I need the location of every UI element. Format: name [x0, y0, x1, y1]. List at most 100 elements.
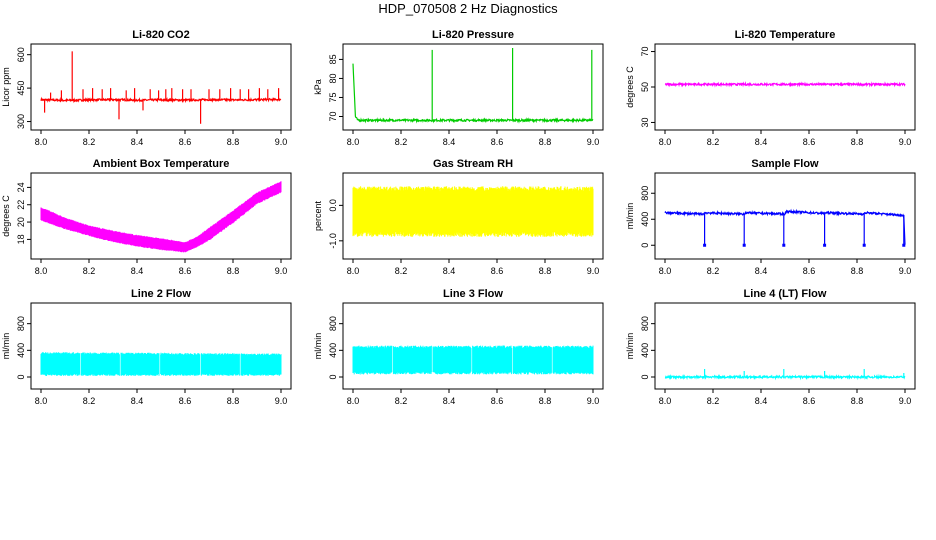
data-dip-end: [703, 243, 707, 247]
y-axis-label: ml/min: [1, 333, 11, 360]
x-tick-label: 8.2: [707, 266, 720, 276]
y-tick-label: 85: [328, 54, 338, 64]
y-tick-label: 80: [328, 73, 338, 83]
plot-frame: [342, 43, 604, 131]
plot-frame: [30, 302, 292, 390]
data-line: [352, 63, 594, 124]
y-tick-label: 70: [328, 111, 338, 121]
panel-title: Line 2 Flow: [131, 288, 191, 300]
panel-title: Gas Stream RH: [433, 158, 513, 170]
y-tick-label: 20: [16, 217, 26, 227]
x-tick-label: 8.4: [755, 266, 768, 276]
y-axis-label: degrees C: [1, 195, 11, 237]
x-tick-label: 8.8: [851, 137, 864, 147]
x-tick-label: 8.8: [227, 266, 240, 276]
plot-frame: [342, 172, 604, 260]
x-tick-label: 8.6: [179, 266, 192, 276]
data-line: [40, 96, 282, 104]
y-tick-label: 22: [16, 200, 26, 210]
x-tick-label: 8.8: [539, 396, 552, 406]
x-tick-label: 8.0: [35, 396, 48, 406]
data-dip-end: [742, 243, 746, 247]
data-line: [664, 208, 906, 245]
x-tick-label: 9.0: [587, 396, 600, 406]
x-tick-label: 8.8: [539, 266, 552, 276]
x-tick-label: 8.8: [227, 396, 240, 406]
x-tick-label: 8.2: [83, 266, 96, 276]
y-tick-label: 75: [328, 92, 338, 102]
x-tick-label: 8.8: [539, 137, 552, 147]
panel-1: Li-820 Pressure kPa 8.0 8.2 8.4 8.6 8.8 9.0 70 75…: [313, 29, 604, 147]
y-tick-label: 0: [640, 374, 650, 379]
x-tick-label: 8.6: [179, 137, 192, 147]
y-axis-label: ml/min: [625, 333, 635, 360]
y-tick-label: 300: [16, 114, 26, 129]
x-tick-label: 9.0: [275, 266, 288, 276]
data-dip-end: [823, 243, 827, 247]
y-tick-label: 800: [640, 316, 650, 331]
x-tick-label: 8.0: [659, 137, 672, 147]
x-tick-label: 8.2: [83, 396, 96, 406]
plot-frame: [30, 172, 292, 260]
x-tick-label: 8.6: [803, 137, 816, 147]
x-tick-label: 9.0: [587, 266, 600, 276]
x-tick-label: 9.0: [275, 137, 288, 147]
data-band: [352, 186, 594, 237]
x-tick-label: 8.2: [395, 137, 408, 147]
data-line: [664, 81, 906, 88]
y-tick-label: 400: [640, 343, 650, 358]
x-tick-label: 9.0: [899, 266, 912, 276]
y-axis-label: ml/min: [625, 203, 635, 230]
x-tick-label: 8.4: [443, 266, 456, 276]
panel-8: Line 4 (LT) Flow ml/min 8.0 8.2 8.4 8.6 8.8 9.0…: [625, 288, 916, 406]
y-axis-label: Licor ppm: [1, 67, 11, 107]
plot-frame: [30, 43, 292, 131]
x-tick-label: 8.2: [83, 137, 96, 147]
y-tick-label: 600: [16, 47, 26, 62]
y-axis-label: ml/min: [313, 333, 323, 360]
data-band: [352, 345, 594, 375]
x-tick-label: 8.0: [35, 266, 48, 276]
panel-0: Li-820 CO2 Licor ppm 8.0 8.2 8.4 8.6 8.8 9.0 300…: [1, 29, 292, 147]
x-tick-label: 8.4: [443, 396, 456, 406]
x-tick-label: 8.4: [131, 266, 144, 276]
y-tick-label: 70: [640, 47, 650, 57]
x-tick-label: 8.2: [707, 396, 720, 406]
y-tick-label: 0: [640, 243, 650, 248]
y-tick-label: 0.0: [328, 199, 338, 212]
panel-2: Li-820 Temperature degrees C 8.0 8.2 8.4 8.6 8…: [625, 29, 916, 147]
data-dip-end: [782, 243, 786, 247]
panel-6: Line 2 Flow ml/min 8.0 8.2 8.4 8.6 8.8 9.0 0 400 8…: [1, 288, 292, 406]
y-tick-label: 400: [640, 212, 650, 227]
x-tick-label: 8.2: [395, 396, 408, 406]
x-tick-label: 8.0: [659, 396, 672, 406]
x-tick-label: 8.8: [851, 396, 864, 406]
y-axis-label: percent: [313, 200, 323, 231]
panel-title: Li-820 Temperature: [735, 29, 836, 41]
y-tick-label: 24: [16, 182, 26, 192]
panel-title: Sample Flow: [751, 158, 819, 170]
y-tick-label: 0: [16, 374, 26, 379]
y-axis-label: kPa: [313, 79, 323, 95]
y-tick-label: -1.0: [328, 233, 338, 249]
panel-5: Sample Flow ml/min 8.0 8.2 8.4 8.6 8.8 9.0 0 400 8…: [625, 158, 916, 276]
y-axis-label: degrees C: [625, 66, 635, 108]
y-tick-label: 400: [328, 343, 338, 358]
x-tick-label: 9.0: [275, 396, 288, 406]
x-tick-label: 9.0: [587, 137, 600, 147]
panel-title: Line 3 Flow: [443, 288, 503, 300]
data-band: [40, 352, 282, 376]
x-tick-label: 8.8: [851, 266, 864, 276]
figure-title: HDP_070508 2 Hz Diagnostics: [378, 1, 558, 16]
x-tick-label: 8.6: [491, 396, 504, 406]
y-tick-label: 450: [16, 81, 26, 96]
x-tick-label: 8.4: [131, 137, 144, 147]
x-tick-label: 8.2: [707, 137, 720, 147]
x-tick-label: 8.0: [659, 266, 672, 276]
panel-3: Ambient Box Temperature degrees C 8.0 8.2 8.…: [1, 158, 292, 276]
data-line: [664, 373, 906, 381]
x-tick-label: 9.0: [899, 137, 912, 147]
x-tick-label: 8.4: [443, 137, 456, 147]
x-tick-label: 8.0: [35, 137, 48, 147]
